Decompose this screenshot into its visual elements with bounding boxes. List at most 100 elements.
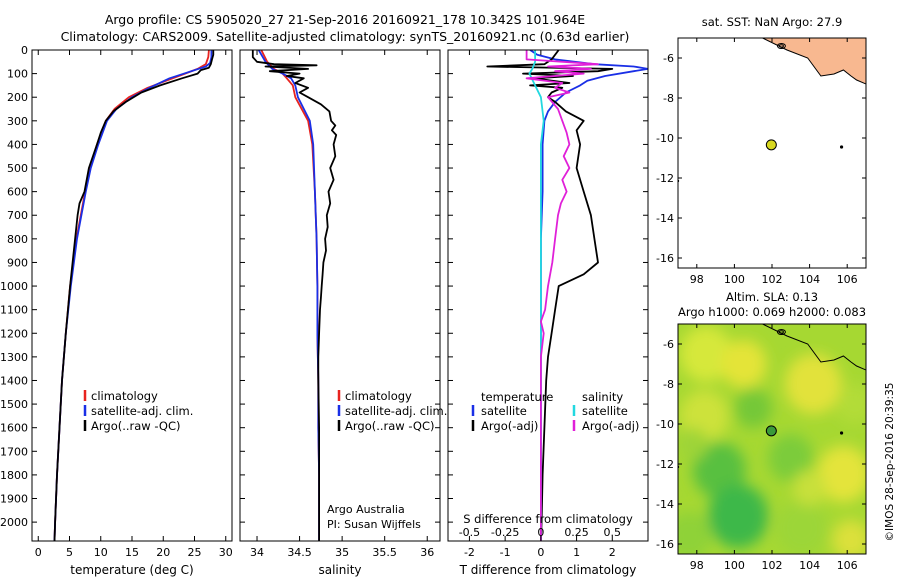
sst_map-christmas-island xyxy=(839,145,844,149)
sla_map-xtick-label: 102 xyxy=(762,559,783,572)
credit-pi: PI: Susan Wijffels xyxy=(327,518,421,531)
difference-series-3 xyxy=(525,50,599,541)
sst_map-ytick-label: -16 xyxy=(656,252,674,265)
temperature-ytick-label: 1800 xyxy=(0,469,28,482)
difference-legend-entry: Argo(-adj) xyxy=(582,419,639,433)
salinity-legend-entry: climatology xyxy=(345,389,412,403)
sla-heatmap-cell xyxy=(721,340,767,388)
difference-s-axis-label: S difference from climatology xyxy=(463,512,633,526)
difference-xlabel: T difference from climatology xyxy=(459,563,637,577)
sst_map-xtick-label: 102 xyxy=(762,273,783,286)
temperature-legend-entry: climatology xyxy=(91,389,158,403)
temperature-ytick-label: 1700 xyxy=(0,445,28,458)
sla-heatmap-cell xyxy=(734,388,772,428)
difference-s-tick-label: 0.25 xyxy=(564,526,589,539)
temperature-ytick-label: 1500 xyxy=(0,398,28,411)
temperature-ytick-label: 800 xyxy=(7,233,28,246)
salinity-series-2 xyxy=(251,50,338,541)
temperature-ytick-label: 700 xyxy=(7,209,28,222)
sla-heatmap-cell xyxy=(678,512,712,554)
temperature-ytick-label: 1200 xyxy=(0,327,28,340)
temperature-xtick-label: 25 xyxy=(188,546,202,559)
sst_map-xtick-label: 98 xyxy=(690,273,704,286)
sla_map-ytick-label: -6 xyxy=(663,338,674,351)
sla-heatmap-cell xyxy=(708,484,769,548)
sla_map-xtick-label: 100 xyxy=(724,559,745,572)
sla-heatmap-cell xyxy=(835,384,866,424)
salinity-legend-entry: Argo(..raw -QC) xyxy=(345,419,435,433)
sst_map-island-contour xyxy=(778,44,784,48)
temperature-ytick-label: 1300 xyxy=(0,351,28,364)
sst_map-ytick-label: -8 xyxy=(663,92,674,105)
salinity-xtick-label: 34.5 xyxy=(287,546,312,559)
temperature-legend-entry: Argo(..raw -QC) xyxy=(91,419,181,433)
temperature-ytick-label: 100 xyxy=(7,68,28,81)
difference-s-tick-label: 0 xyxy=(537,526,544,539)
sst_map-xtick-label: 100 xyxy=(724,273,745,286)
sst_map-ytick-label: -10 xyxy=(656,132,674,145)
temperature-ytick-label: 2000 xyxy=(0,516,28,529)
sla-heatmap-cell xyxy=(768,434,814,482)
salinity-xtick-label: 36 xyxy=(420,546,434,559)
temperature-series-1 xyxy=(53,50,213,541)
sst_map-panel: 98 100 102 104 106 -6 -8 -10 -12 -14 -16 xyxy=(656,37,867,286)
sla_map-xtick-label: 106 xyxy=(837,559,858,572)
difference-s-tick-label: -0.5 xyxy=(459,526,480,539)
temperature-xtick-label: 0 xyxy=(35,546,42,559)
salinity-xlabel: salinity xyxy=(318,563,361,577)
difference-legend-entry: Argo(-adj) xyxy=(481,419,538,433)
sla_map-xtick-label: 104 xyxy=(799,559,820,572)
temperature-ytick-label: 200 xyxy=(7,91,28,104)
difference-legend-title-t: temperature xyxy=(481,390,553,404)
salinity-panel: 34 34.5 35 35.5 36 salinity xyxy=(239,49,441,577)
sla_map-christmas-island xyxy=(839,431,844,435)
temperature-series-0 xyxy=(53,50,210,541)
sla_map-ytick-label: -10 xyxy=(656,418,674,431)
temperature-ytick-label: 1900 xyxy=(0,493,28,506)
sla_map-ytick-label: -14 xyxy=(656,498,674,511)
temperature-ytick-label: 1400 xyxy=(0,374,28,387)
salinity-series-1 xyxy=(257,50,321,541)
sla-heatmap xyxy=(678,324,866,554)
salinity-xtick-label: 35 xyxy=(335,546,349,559)
chart-title: Argo profile: CS 5905020_27 21-Sep-2016 … xyxy=(104,12,586,27)
sla-map-argo-marker xyxy=(765,425,777,437)
sla-heatmap-cell xyxy=(678,428,709,460)
temperature-xtick-label: 15 xyxy=(125,546,139,559)
salinity-legend-entry: satellite-adj. clim. xyxy=(345,404,447,418)
difference-series xyxy=(486,50,648,541)
salinity-series xyxy=(251,50,338,541)
temperature-xlabel: temperature (deg C) xyxy=(70,563,193,577)
credit-institution: Argo Australia xyxy=(327,503,405,516)
difference-series-1 xyxy=(486,50,614,541)
temperature-ytick-label: 1600 xyxy=(0,422,28,435)
sla-heatmap-cell xyxy=(832,520,866,554)
sla-heatmap-cell xyxy=(785,354,842,414)
sla_map-coastline xyxy=(762,324,866,371)
temperature-ytick-label: 500 xyxy=(7,162,28,175)
sst_map-xtick-label: 104 xyxy=(799,273,820,286)
difference-xtick-label: -2 xyxy=(464,546,475,559)
sst_map-landmass xyxy=(762,38,866,85)
salinity-frame xyxy=(239,49,441,542)
sla_map-island-contour xyxy=(778,330,784,334)
temperature-xtick-label: 30 xyxy=(219,546,233,559)
temperature-series-2 xyxy=(53,50,215,541)
sla-map-subtitle: Argo h1000: 0.069 h2000: 0.083 xyxy=(678,305,866,319)
sla_map-xtick-label: 98 xyxy=(690,559,704,572)
sla_map-panel: 98 100 102 104 106 -6 -8 -10 -12 -14 -16 xyxy=(656,323,867,572)
sla-heatmap-cell xyxy=(679,326,733,382)
sla_map-ytick-label: -12 xyxy=(656,458,674,471)
copyright-note: ©IMOS 28-Sep-2016 20:39:35 xyxy=(884,383,896,542)
temperature-ytick-label: 400 xyxy=(7,138,28,151)
chart-subtitle: Climatology: CARS2009. Satellite-adjuste… xyxy=(60,29,630,44)
difference-xtick-label: -1 xyxy=(500,546,511,559)
sst_map-land xyxy=(678,38,866,183)
difference-xtick-label: 0 xyxy=(537,546,544,559)
difference-s-tick-label: -0.25 xyxy=(491,526,519,539)
difference-panel: -2 -1 0 1 2 T difference from climatology xyxy=(447,49,649,577)
difference-xtick-label: 1 xyxy=(573,546,580,559)
sst_map-ytick-label: -14 xyxy=(656,212,674,225)
temperature-xtick-label: 10 xyxy=(94,546,108,559)
